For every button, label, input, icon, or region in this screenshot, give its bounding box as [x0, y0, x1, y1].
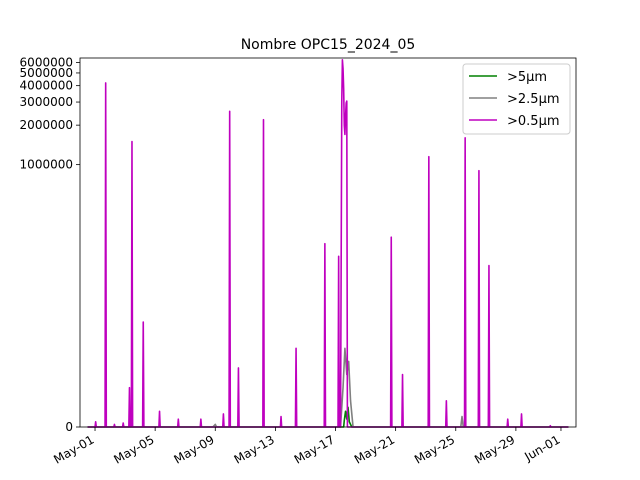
- y-tick-label: 3000000: [20, 95, 73, 109]
- legend-label: >2.5µm: [507, 92, 560, 107]
- y-tick-label: 6000000: [20, 56, 73, 70]
- y-tick-label: 4000000: [20, 79, 73, 93]
- legend-label: >0.5µm: [507, 114, 560, 129]
- y-tick-label: 2000000: [20, 118, 73, 132]
- legend-label: >5µm: [507, 70, 547, 85]
- chart-title: Nombre OPC15_2024_05: [241, 37, 416, 53]
- legend: >5µm >2.5µm >0.5µm: [462, 63, 571, 135]
- y-tick-label: 1000000: [20, 158, 73, 172]
- plot-frame: [79, 57, 577, 428]
- y-tick-label: 0: [65, 420, 73, 434]
- legend-box: [462, 63, 571, 135]
- y-tick-label: 5000000: [20, 66, 73, 80]
